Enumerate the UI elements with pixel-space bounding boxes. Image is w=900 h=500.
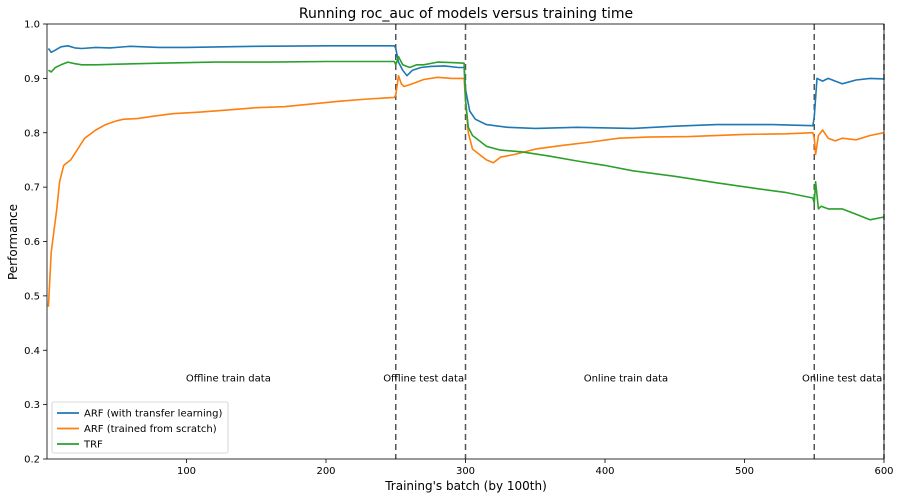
legend-box: [51, 401, 229, 454]
region-annotation-3: Online train data: [584, 373, 668, 384]
x-tick-label-6: 600: [874, 466, 893, 477]
series-line-1: [47, 45, 885, 130]
x-axis: 100 200 300 400 500 600: [177, 459, 894, 477]
legend-label-3: TRF: [83, 440, 103, 451]
legend: ARF (with transfer learning) ARF (trained…: [51, 401, 229, 454]
y-tick-label-7: 0.8: [24, 128, 40, 139]
y-tick-label-3: 0.4: [24, 346, 40, 357]
series-line-2: [47, 74, 885, 307]
chart-title: Running roc_auc of models versus trainin…: [299, 6, 633, 22]
legend-label-2: ARF (trained from scratch): [84, 424, 217, 435]
region-annotation-2: Offline test data: [383, 373, 464, 384]
y-tick-label-4: 0.5: [24, 291, 40, 302]
x-tick-label-4: 400: [595, 466, 614, 477]
region-annotation-4: Online test data: [802, 373, 882, 384]
y-axis-label: Performance: [6, 204, 20, 280]
region-annotations: Offline train data Offline test data Onlin…: [186, 373, 882, 384]
series-lines: [47, 45, 885, 307]
series-line-3: [47, 55, 885, 221]
x-tick-label-1: 100: [177, 466, 196, 477]
x-tick-label-2: 200: [316, 466, 335, 477]
x-tick-label-3: 300: [456, 466, 475, 477]
y-tick-label-9: 1.0: [24, 20, 40, 31]
y-tick-label-1: 0.2: [24, 455, 40, 466]
x-axis-label: Training's batch (by 100th): [384, 479, 547, 493]
y-tick-label-5: 0.6: [24, 237, 40, 248]
legend-label-1: ARF (with transfer learning): [84, 409, 222, 420]
y-tick-label-8: 0.9: [24, 74, 40, 85]
region-annotation-1: Offline train data: [186, 373, 271, 384]
y-tick-label-2: 0.3: [24, 400, 40, 411]
y-axis: 0.2 0.3 0.4 0.5 0.6 0.7 0.8 0.9 1.0: [24, 20, 47, 466]
y-tick-label-6: 0.7: [24, 183, 40, 194]
x-tick-label-5: 500: [735, 466, 754, 477]
